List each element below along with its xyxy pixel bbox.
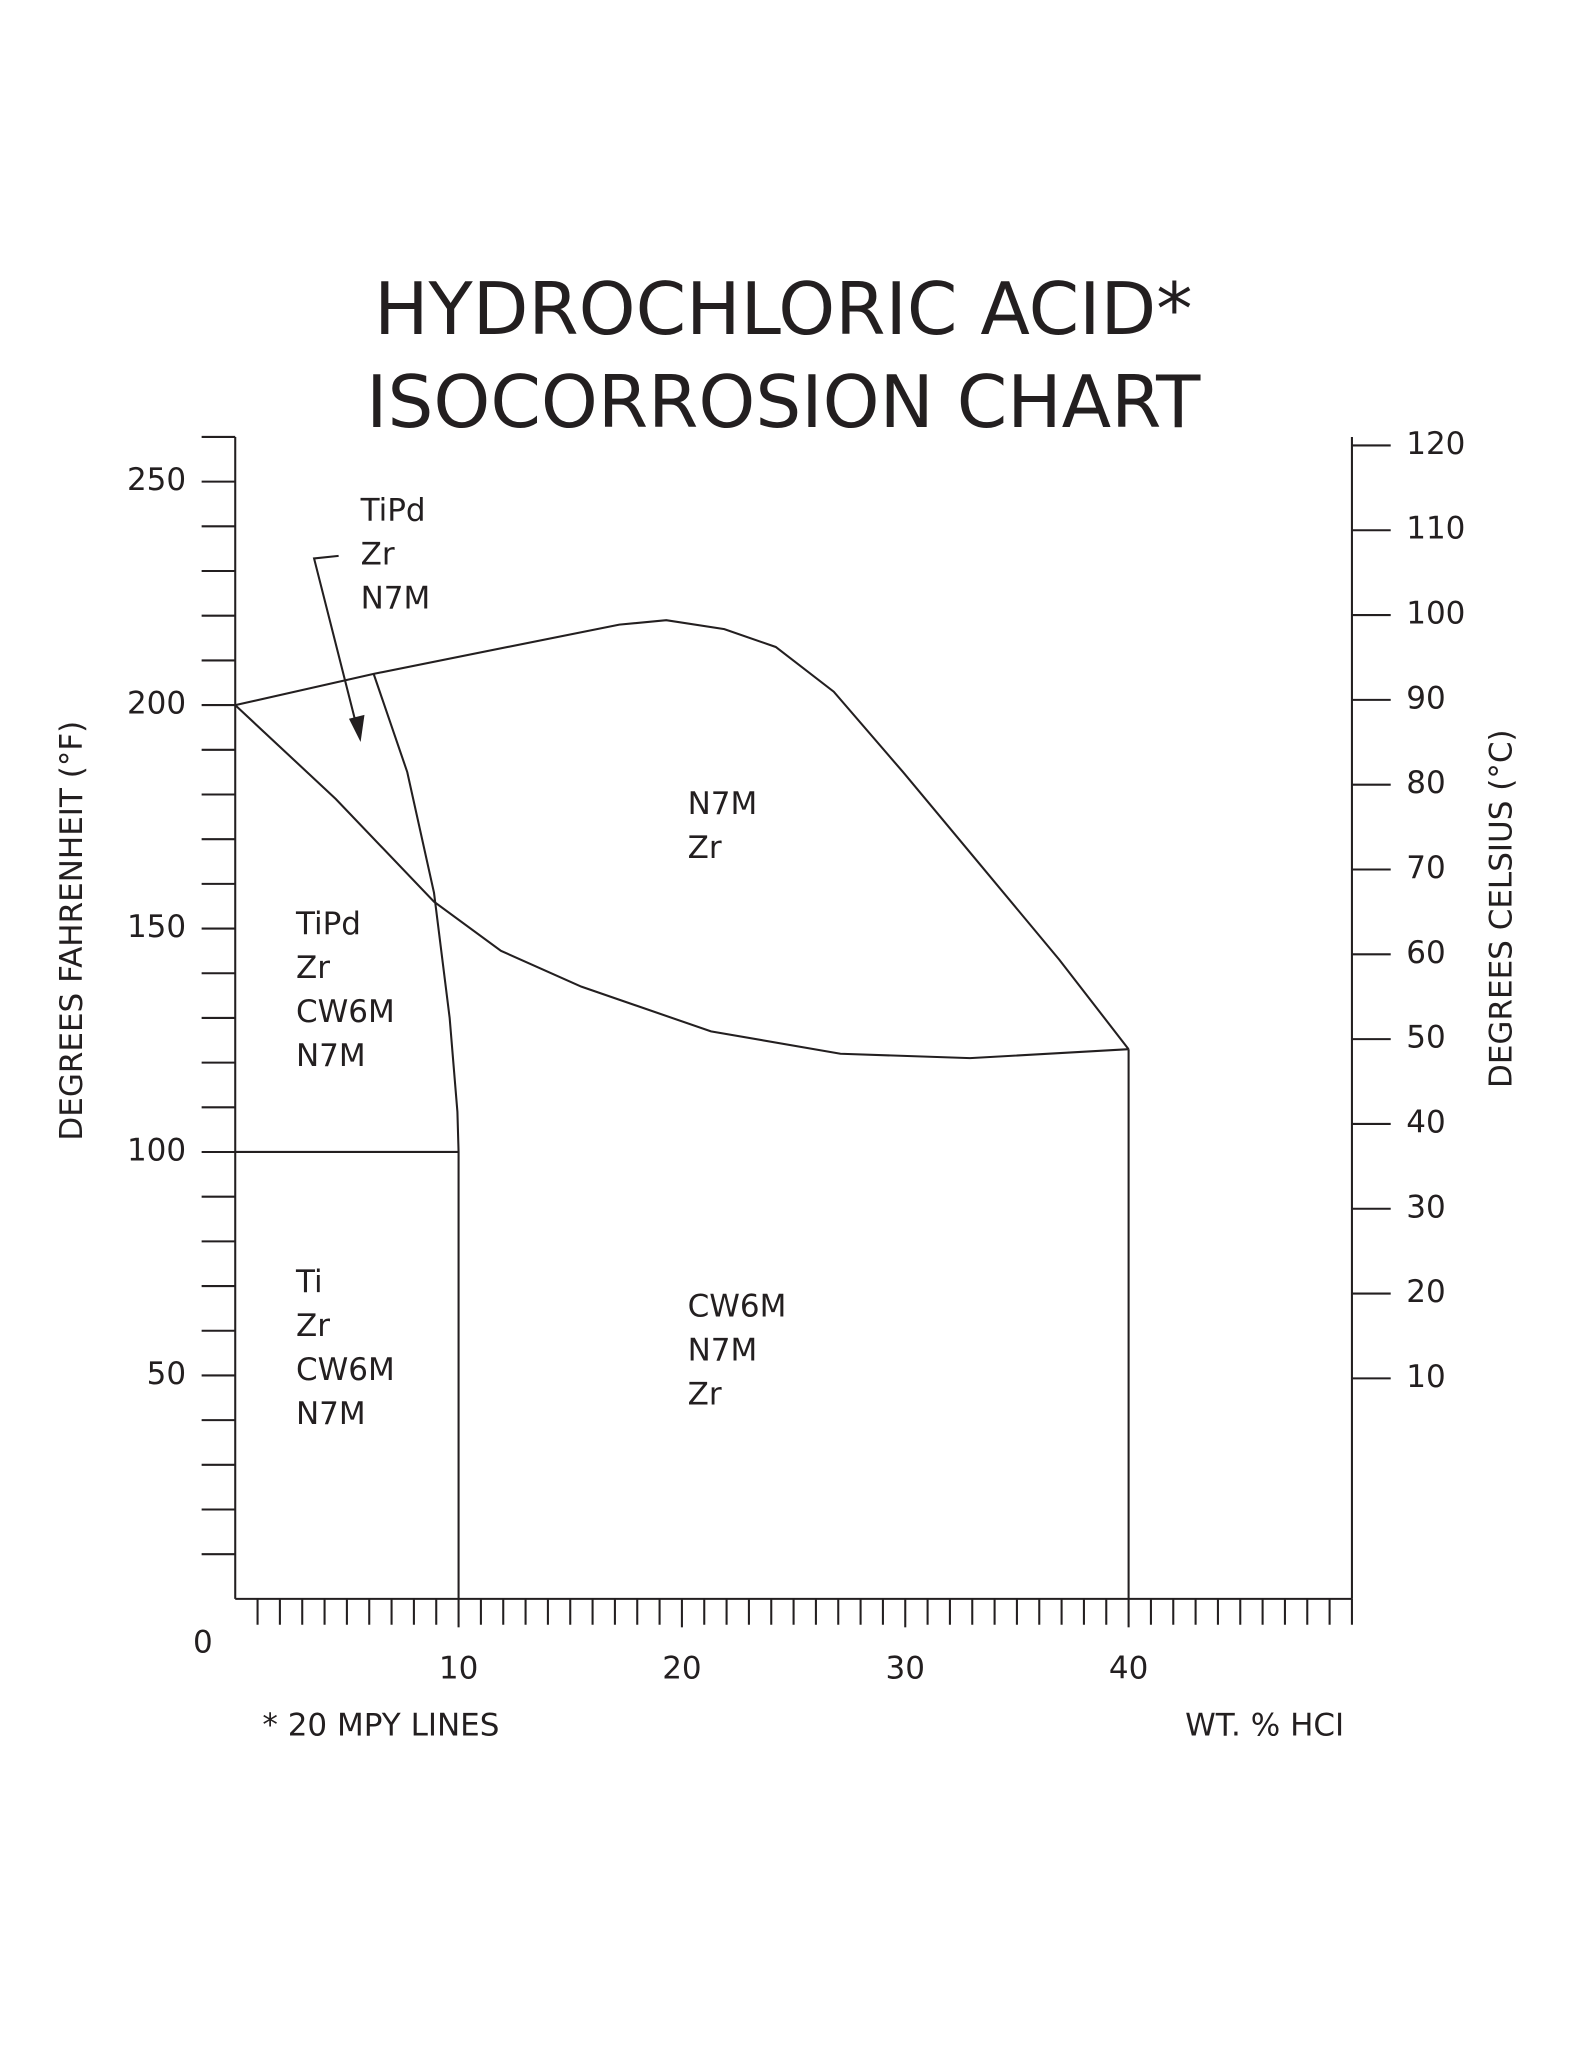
y2-tick-label: 100: [1406, 596, 1465, 632]
region-label: N7M: [688, 786, 758, 822]
chart-title: HYDROCHLORIC ACID*: [374, 268, 1192, 352]
boundary-line: [234, 704, 1129, 1060]
x-tick-label: 30: [886, 1650, 925, 1686]
x-axis-label: WT. % HCI: [1185, 1707, 1344, 1743]
region-label: TiPd: [295, 906, 361, 942]
region-label: N7M: [361, 580, 431, 616]
y2-tick-label: 10: [1406, 1359, 1445, 1395]
chart-title: ISOCORROSION CHART: [366, 361, 1201, 445]
x-tick-label: 0: [193, 1625, 213, 1661]
region-label: CW6M: [296, 1352, 395, 1388]
region-label: N7M: [296, 1038, 366, 1074]
pointer-arrow: [312, 554, 358, 727]
boundary-line: [235, 619, 1130, 1050]
y-tick-label: 100: [127, 1132, 186, 1168]
arrow-head: [348, 714, 365, 742]
y2-axis-label: DEGREES CELSIUS (°C): [1484, 729, 1520, 1088]
y2-tick-label: 20: [1406, 1274, 1445, 1310]
x-tick-label: 20: [662, 1650, 701, 1686]
region-label: TiPd: [360, 492, 426, 528]
region-label: N7M: [688, 1333, 758, 1369]
y2-tick-label: 50: [1406, 1020, 1445, 1056]
region-label: N7M: [296, 1396, 366, 1432]
boundary-line: [372, 673, 460, 1599]
x-tick-label: 10: [439, 1650, 478, 1686]
region-label: Zr: [361, 536, 395, 572]
y2-tick-label: 40: [1406, 1104, 1445, 1140]
y2-tick-label: 70: [1406, 850, 1445, 886]
region-label: CW6M: [688, 1289, 787, 1325]
y2-tick-label: 60: [1406, 935, 1445, 971]
y-tick-label: 250: [127, 462, 186, 498]
footnote: * 20 MPY LINES: [262, 1707, 499, 1743]
y2-tick-label: 80: [1406, 765, 1445, 801]
y2-tick-label: 110: [1406, 511, 1465, 547]
y2-tick-label: 30: [1406, 1189, 1445, 1225]
x-tick-label: 40: [1109, 1650, 1148, 1686]
y-axis-label: DEGREES FAHRENHEIT (°F): [54, 721, 90, 1141]
y-tick-label: 200: [127, 686, 186, 722]
y2-tick-label: 90: [1406, 680, 1445, 716]
y-tick-label: 50: [147, 1356, 186, 1392]
region-label: Zr: [688, 830, 722, 866]
region-label: Zr: [688, 1376, 722, 1412]
region-label: CW6M: [296, 994, 395, 1030]
y2-tick-label: 120: [1406, 426, 1465, 462]
y-tick-label: 150: [127, 909, 186, 945]
region-label: Zr: [296, 950, 330, 986]
region-label: Zr: [296, 1308, 330, 1344]
region-label: Ti: [295, 1264, 323, 1300]
